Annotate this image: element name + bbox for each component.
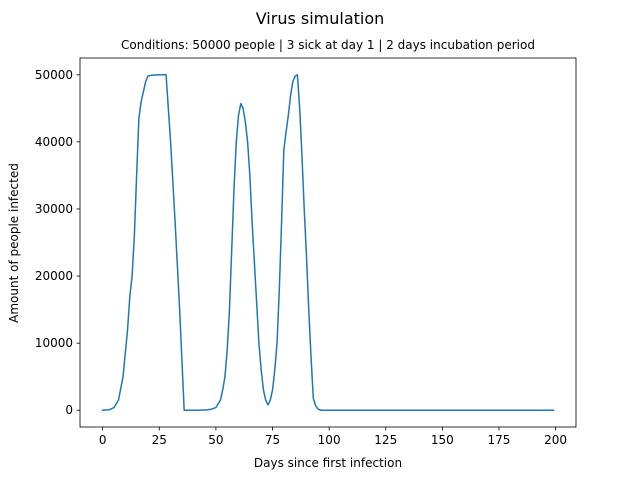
x-tick-label: 125 — [374, 433, 397, 447]
y-tick-label: 10000 — [35, 336, 73, 350]
x-tick-label: 150 — [431, 433, 454, 447]
y-tick-label: 30000 — [35, 202, 73, 216]
x-tick-label: 100 — [318, 433, 341, 447]
y-axis-label: Amount of people infected — [7, 163, 21, 323]
y-tick-label: 50000 — [35, 68, 73, 82]
chart-subtitle: Conditions: 50000 people | 3 sick at day… — [121, 38, 535, 52]
x-tick-label: 0 — [99, 433, 107, 447]
y-tick-label: 0 — [65, 403, 73, 417]
x-tick-label: 175 — [488, 433, 511, 447]
plot-area: 0 25 50 75 100 125 150 175 200 0 10000 20000 30000 40… — [35, 57, 577, 447]
x-tick-label: 200 — [544, 433, 567, 447]
chart-title: Virus simulation — [256, 9, 385, 28]
x-tick-label: 75 — [265, 433, 280, 447]
y-tick-label: 40000 — [35, 135, 73, 149]
x-tick-label: 25 — [152, 433, 167, 447]
y-tick-label: 20000 — [35, 269, 73, 283]
x-tick-label: 50 — [208, 433, 223, 447]
series-line-0 — [101, 74, 555, 412]
x-axis-label: Days since first infection — [254, 456, 402, 470]
axes-frame — [79, 57, 577, 428]
